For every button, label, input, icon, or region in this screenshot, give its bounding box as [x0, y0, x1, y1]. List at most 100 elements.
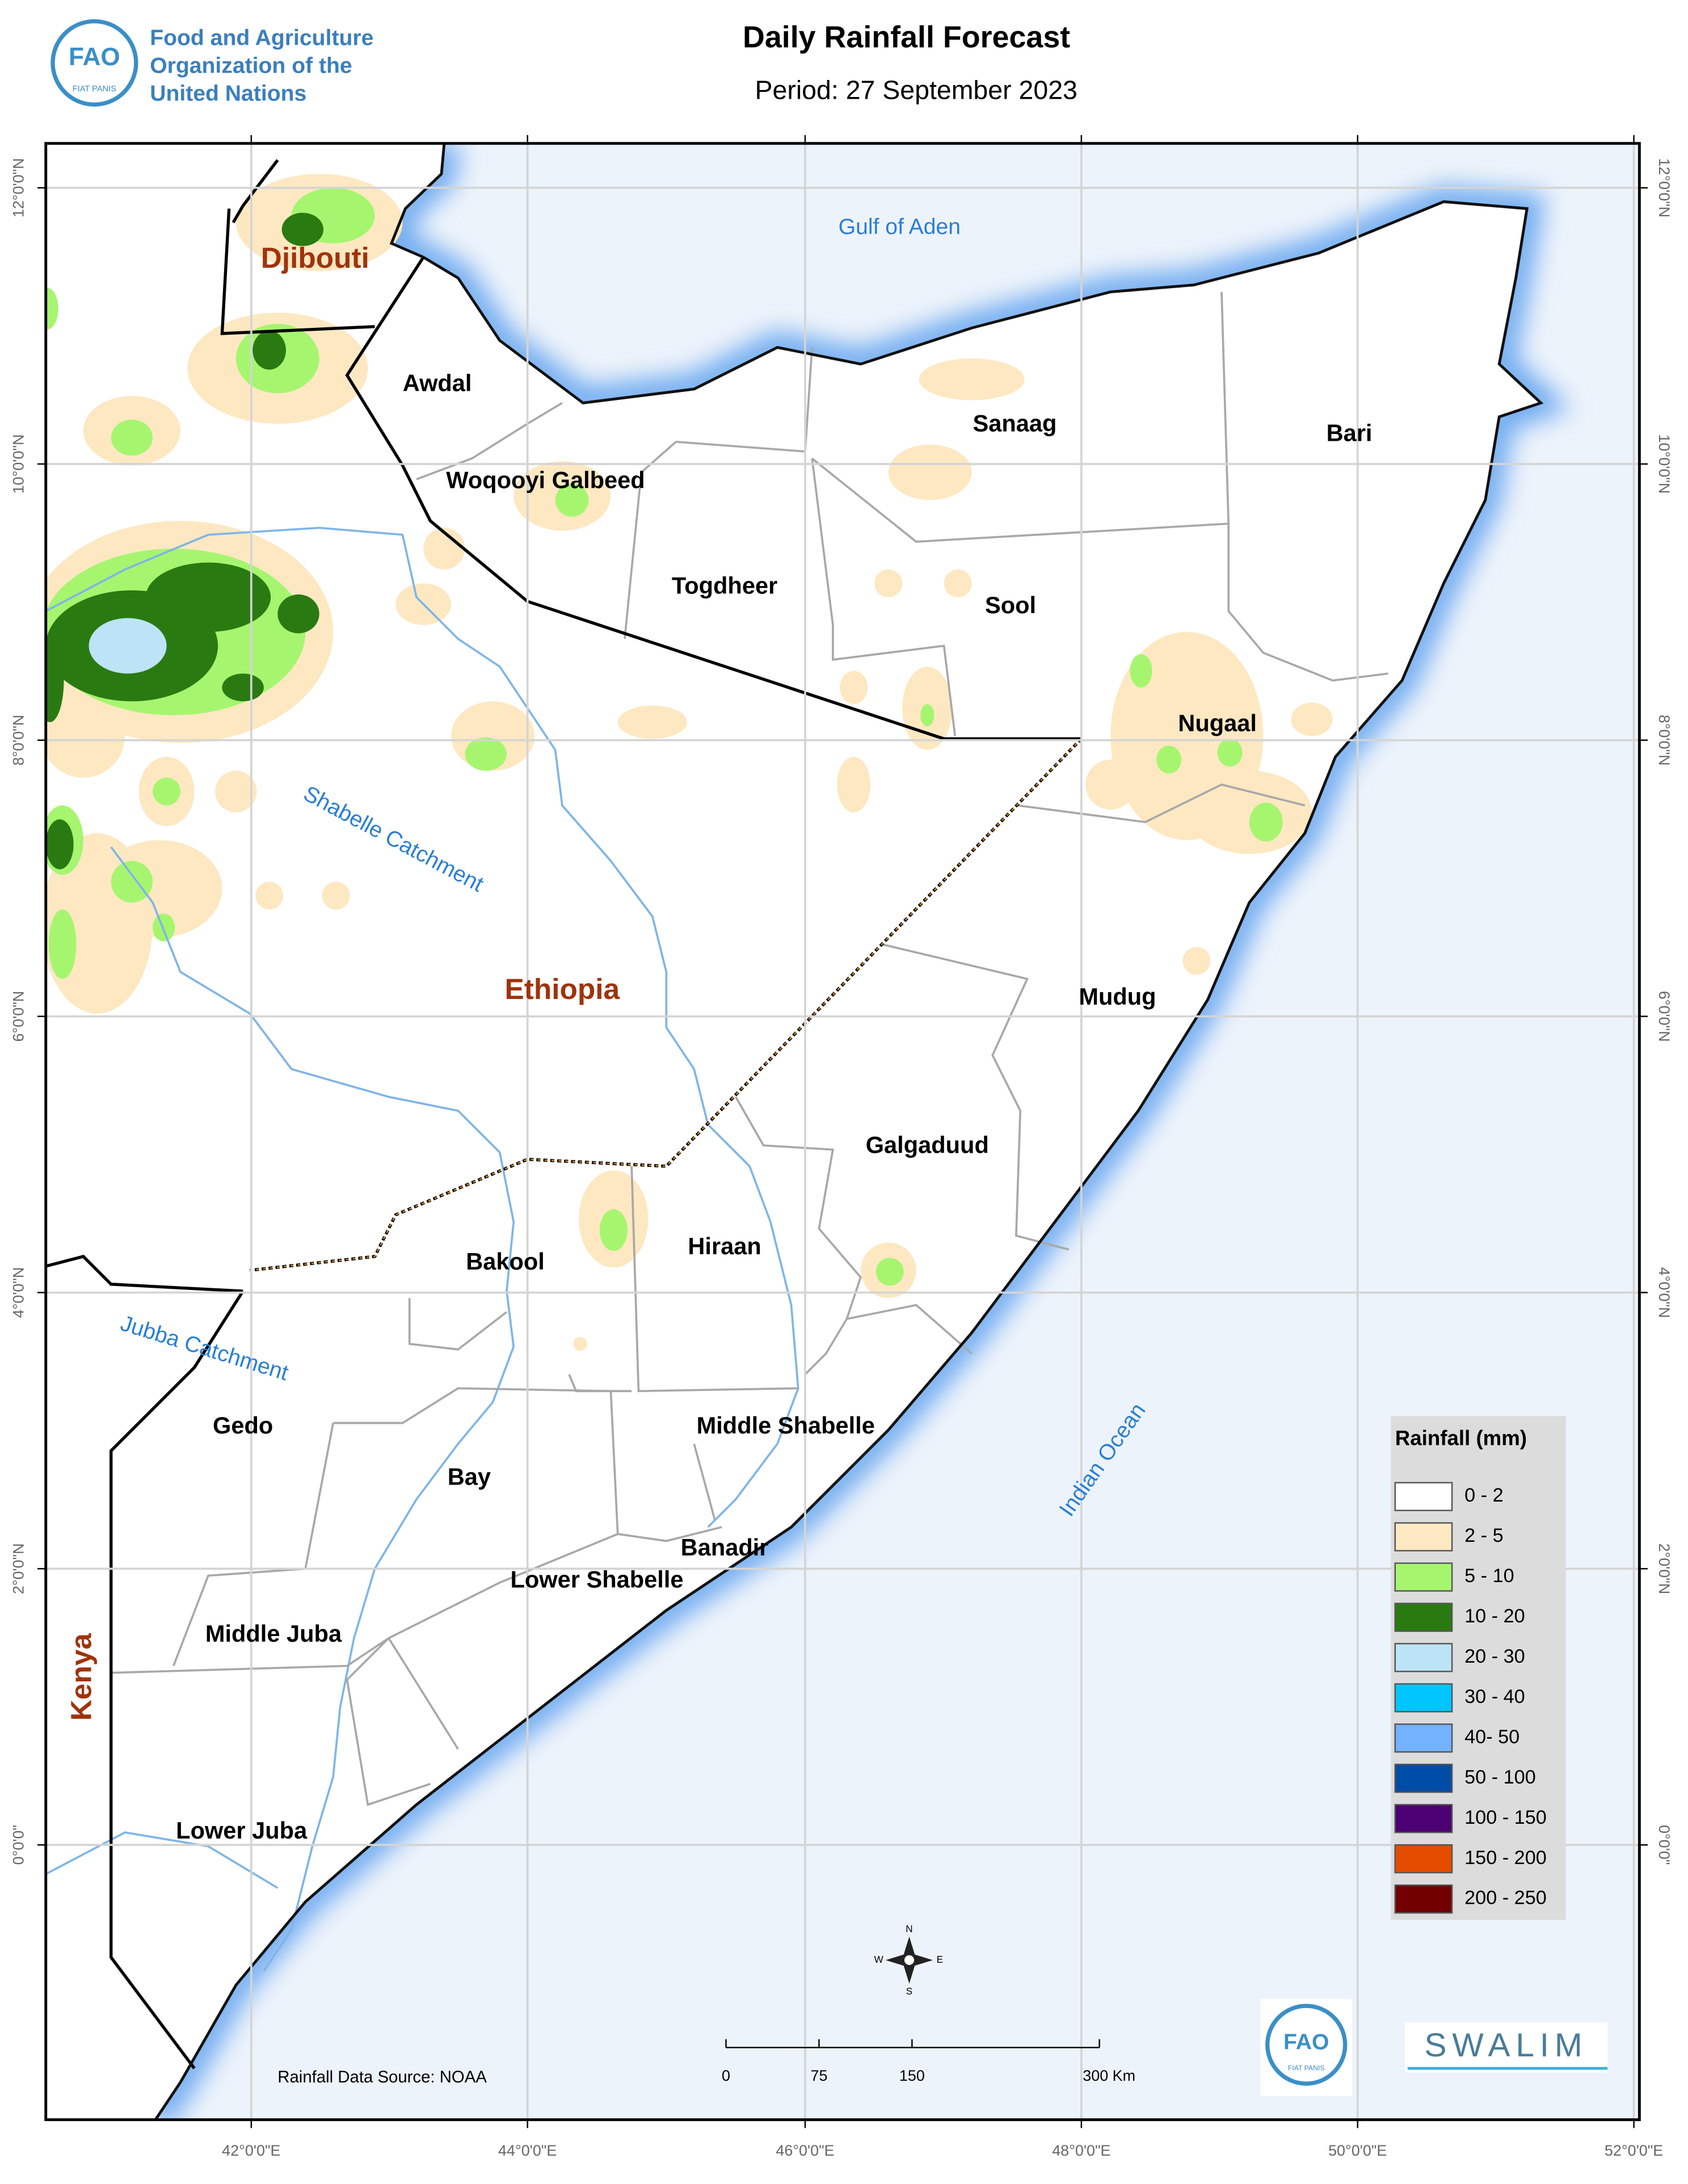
scale-label: 150 — [899, 2067, 925, 2084]
legend-label: 100 - 150 — [1464, 1807, 1547, 1828]
legend-swatch — [1394, 1764, 1453, 1793]
lat-label: 8°0'0"N — [10, 715, 27, 766]
lon-label: 44°0'0"E — [498, 2142, 557, 2159]
legend-swatch — [1394, 1603, 1453, 1632]
legend-label: 30 - 40 — [1464, 1686, 1525, 1707]
compass-letter: E — [937, 1954, 943, 1965]
lat-label: 4°0'0"N — [10, 1267, 27, 1318]
scale-label: 300 Km — [1083, 2067, 1135, 2084]
provisional-border-accent — [250, 738, 1082, 1271]
region-label: Hiraan — [688, 1233, 761, 1259]
borders — [45, 159, 1081, 2069]
logo-motto: FIAT PANIS — [73, 85, 117, 94]
legend-swatch — [1394, 1723, 1453, 1753]
swalim-logo: SWALIM — [1424, 2027, 1588, 2064]
logo-letters: FAO — [69, 43, 120, 71]
country-label: Djibouti — [261, 241, 369, 274]
lon-label: 46°0'0"E — [776, 2142, 834, 2159]
graticule — [45, 143, 1640, 2120]
legend: Rainfall (mm) 0 - 2 2 - 5 5 - 10 10 - 20 20 -… — [1391, 1416, 1566, 1920]
title: Daily Rainfall Forecast — [743, 20, 1070, 54]
map-frame — [44, 142, 1641, 2122]
region-label: Gedo — [213, 1412, 273, 1439]
region-label: Nugaal — [1178, 710, 1257, 736]
lon-label: 48°0'0"E — [1052, 2142, 1110, 2159]
region-label: Awdal — [403, 369, 472, 396]
lon-label: 52°0'0"E — [1605, 2142, 1663, 2159]
lat-label: 12°0'0"N — [1656, 158, 1673, 218]
region-label: Sanaag — [973, 410, 1056, 436]
legend-swatch — [1394, 1884, 1453, 1914]
scale-label: 75 — [810, 2067, 827, 2084]
lat-label: 10°0'0"N — [1656, 435, 1673, 494]
fao-logo-small: FAO FIAT PANIS — [1260, 1999, 1352, 2097]
margin: 42°0'0"E 44°0'0"E 46°0'0"E 48°0'0"E 50°0'0"E… — [10, 135, 1673, 2159]
rain-20-30 — [89, 618, 167, 674]
lat-label: 10°0'0"N — [10, 435, 27, 494]
legend-label: 200 - 250 — [1464, 1887, 1547, 1909]
lat-label: 4°0'0"N — [1656, 1267, 1673, 1318]
lat-label: 8°0'0"N — [1656, 715, 1673, 766]
legend-label: 50 - 100 — [1464, 1766, 1536, 1788]
legend-swatch — [1394, 1482, 1453, 1511]
lat-label: 2°0'0"N — [1656, 1543, 1673, 1594]
legend-swatch — [1394, 1844, 1453, 1874]
logo-ring — [1265, 2004, 1348, 2086]
logo-motto: FIAT PANIS — [1288, 2064, 1325, 2072]
lat-label: 2°0'0"N — [10, 1543, 27, 1594]
region-label: Banadir — [681, 1534, 769, 1561]
legend-swatch — [1394, 1522, 1453, 1551]
legend-label: 20 - 30 — [1464, 1646, 1525, 1667]
lat-label: 6°0'0"N — [10, 991, 27, 1042]
org-name: Food and Agriculture — [150, 26, 373, 50]
compass-letter: N — [906, 1924, 912, 1934]
region-label: Galgaduud — [866, 1132, 989, 1158]
org-name: Organization of the — [150, 54, 352, 78]
legend-label: 0 - 2 — [1464, 1485, 1504, 1506]
fao-logo: FAO FIAT PANIS Food and Agriculture Orga… — [50, 19, 373, 107]
region-label: Sool — [985, 592, 1036, 618]
scale-label: 0 — [722, 2067, 730, 2084]
legend-swatch — [1394, 1562, 1453, 1592]
region-label: Middle Juba — [205, 1620, 342, 1647]
legend-label: 150 - 200 — [1464, 1847, 1547, 1869]
lon-label: 42°0'0"E — [222, 2142, 280, 2159]
country-label: Kenya — [64, 1633, 97, 1721]
region-label: Mudug — [1079, 983, 1156, 1010]
map-body: Awdal Woqooyi Galbeed Togdheer Sanaag Bari So… — [45, 143, 1640, 2120]
lat-label: 0°0'0" — [1656, 1825, 1673, 1865]
legend-swatch — [1394, 1804, 1453, 1833]
compass-letter: S — [906, 1986, 912, 1997]
compass: N E S W — [874, 1924, 943, 1997]
source: Rainfall Data Source: NOAA — [277, 2068, 487, 2086]
period: Period: 27 September 2023 — [755, 75, 1077, 105]
region-label: Bari — [1327, 420, 1373, 446]
org-name: United Nations — [150, 82, 306, 106]
legend-label: 40- 50 — [1464, 1726, 1519, 1748]
lat-label: 12°0'0"N — [10, 158, 27, 218]
country-label: Ethiopia — [505, 972, 620, 1005]
lon-label: 50°0'0"E — [1328, 2142, 1387, 2159]
legend-label: 5 - 10 — [1464, 1565, 1514, 1587]
compass-center — [903, 1954, 916, 1967]
logo-letters: FAO — [1283, 2030, 1329, 2054]
region-label: Lower Shabelle — [511, 1566, 684, 1592]
compass-letter: W — [874, 1954, 884, 1965]
logo-ring — [50, 19, 138, 107]
legend-swatch — [1394, 1643, 1453, 1672]
legend-title: Rainfall (mm) — [1395, 1427, 1527, 1450]
region-label: Woqooyi Galbeed — [446, 467, 645, 494]
legend-label: 2 - 5 — [1464, 1525, 1504, 1546]
region-label: Bakool — [466, 1248, 545, 1275]
water-label: Gulf of Aden — [839, 214, 961, 239]
legend-label: 10 - 20 — [1464, 1605, 1525, 1627]
lat-label: 0°0'0" — [10, 1825, 27, 1865]
region-label: Lower Juba — [176, 1817, 308, 1844]
region-label: Togdheer — [672, 572, 777, 599]
scale-bar: 0 75 150 300 Km — [722, 2039, 1135, 2084]
region-label: Bay — [448, 1463, 491, 1490]
logo-bg — [1260, 1999, 1352, 2097]
swalim-bg — [1404, 2022, 1608, 2073]
